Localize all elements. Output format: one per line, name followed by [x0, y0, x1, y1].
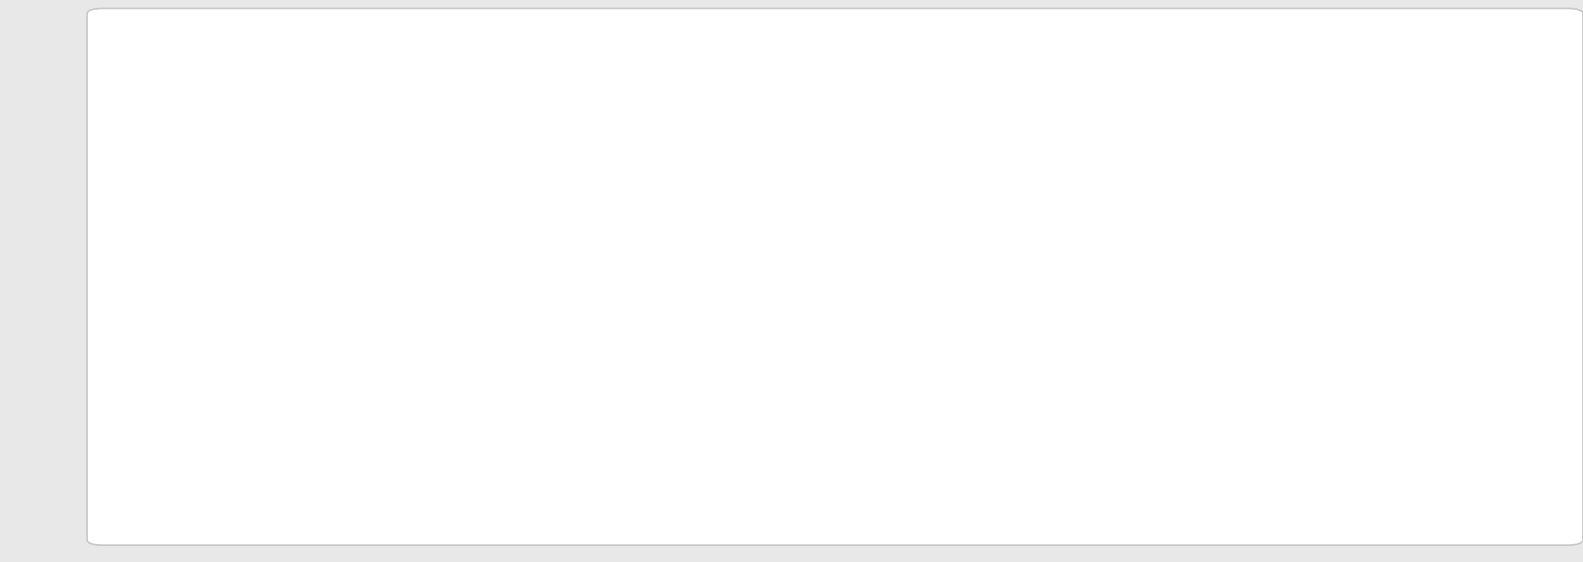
Text: 1.5%: 1.5%	[427, 411, 437, 436]
Bar	[277, 442, 302, 461]
Text: 15.2%: 15.2%	[608, 210, 617, 242]
Text: 3.3%: 3.3%	[1330, 386, 1341, 411]
Bar	[1347, 398, 1374, 461]
Text: 1.3%: 1.3%	[285, 414, 294, 439]
Bar	[716, 191, 742, 461]
Bar	[1414, 436, 1439, 461]
Bar	[742, 253, 768, 461]
Text: 14.7%: 14.7%	[750, 217, 760, 249]
Bar	[858, 242, 883, 461]
Text: 4.4%: 4.4%	[1355, 370, 1366, 395]
Text: 3.0%: 3.0%	[1447, 389, 1456, 415]
Text: 14.7%: 14.7%	[1239, 217, 1249, 249]
Text: 2.5%: 2.5%	[375, 397, 386, 422]
Bar	[1091, 294, 1116, 461]
Bar	[1064, 338, 1091, 461]
Text: 4.3%: 4.3%	[543, 371, 552, 396]
Bar	[484, 353, 510, 461]
Text: 15.5%: 15.5%	[841, 206, 850, 238]
Bar	[419, 439, 445, 461]
Text: 1.8%: 1.8%	[400, 406, 412, 432]
Text: 8.7%: 8.7%	[1072, 309, 1083, 334]
Text: 23.7%: 23.7%	[1007, 90, 1018, 122]
Bar	[833, 242, 858, 461]
Text: 11.8%: 11.8%	[1099, 259, 1108, 291]
Text: 3.6%: 3.6%	[1472, 381, 1482, 406]
Text: 10.5%: 10.5%	[633, 277, 643, 309]
Bar	[999, 125, 1026, 461]
Text: 11.0%: 11.0%	[776, 270, 785, 302]
Bar	[1296, 433, 1322, 461]
Bar	[367, 425, 394, 461]
Bar	[302, 444, 328, 461]
Text: 2.1%: 2.1%	[260, 402, 269, 428]
Bar	[1439, 418, 1464, 461]
Text: 1.8%: 1.8%	[1420, 406, 1431, 432]
Bar	[883, 265, 909, 461]
Text: 19.1%: 19.1%	[723, 155, 735, 187]
Text: 15.5%: 15.5%	[866, 206, 875, 238]
Bar	[625, 312, 651, 461]
Bar	[1206, 302, 1232, 461]
Bar	[1322, 414, 1347, 461]
Bar	[600, 246, 625, 461]
Bar	[252, 431, 277, 461]
Text: 7.4%: 7.4%	[659, 327, 670, 352]
Text: 5.4%: 5.4%	[518, 356, 527, 381]
Bar	[1181, 357, 1206, 461]
Text: 2.0%: 2.0%	[1304, 404, 1314, 429]
Text: Texas Residential Sales Price Distribution: Texas Residential Sales Price Distributi…	[184, 43, 611, 64]
Text: 7.3%: 7.3%	[1189, 329, 1198, 354]
Bar	[651, 356, 678, 461]
Text: 7.6%: 7.6%	[492, 324, 502, 350]
Bar	[768, 305, 793, 461]
Text: 13.8%: 13.8%	[891, 230, 901, 262]
Bar	[1116, 256, 1141, 461]
Text: 1.2%: 1.2%	[310, 415, 321, 440]
Bar	[510, 384, 535, 461]
Text: 14.5%: 14.5%	[1124, 220, 1133, 252]
Text: 21.4%: 21.4%	[981, 123, 991, 155]
Bar	[1232, 253, 1257, 461]
Text: 11.2%: 11.2%	[1214, 267, 1224, 299]
Bar	[1464, 410, 1490, 461]
Bar	[948, 201, 974, 461]
Text: 18.4%: 18.4%	[956, 165, 966, 197]
Bar	[535, 400, 560, 461]
Bar	[974, 158, 999, 461]
Bar	[394, 436, 419, 461]
